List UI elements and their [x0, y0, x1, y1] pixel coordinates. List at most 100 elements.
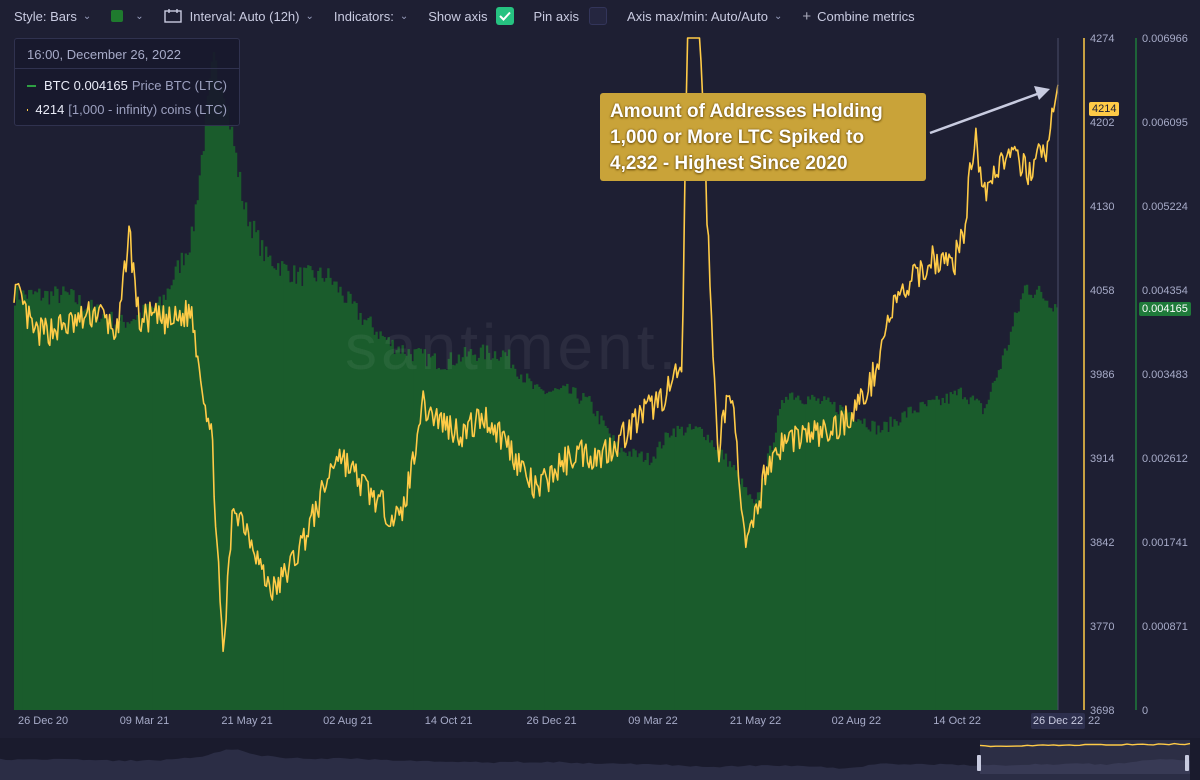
right-axis-tick: 0: [1142, 705, 1148, 717]
price-bar: [951, 394, 954, 710]
price-bar: [562, 385, 565, 710]
price-bar: [1009, 331, 1013, 710]
price-bar: [236, 177, 240, 710]
price-bar: [720, 449, 724, 710]
price-bar: [200, 154, 204, 710]
price-bar: [780, 400, 784, 710]
checkbox-checked-icon[interactable]: [495, 7, 514, 25]
price-bar: [678, 428, 681, 710]
price-bar: [584, 396, 587, 710]
price-bar: [1039, 291, 1043, 710]
price-bar: [805, 404, 808, 710]
price-bar: [776, 415, 780, 710]
price-bar: [664, 432, 667, 710]
indicators-select[interactable]: Indicators: ⌄: [334, 9, 408, 24]
axis-select[interactable]: Axis max/min: Auto/Auto ⌄: [627, 9, 782, 24]
price-bar: [819, 403, 822, 710]
right-axis-tick: 0.005224: [1142, 201, 1188, 213]
interval-select[interactable]: Interval: Auto (12h) ⌄: [163, 9, 314, 24]
price-bar: [439, 369, 443, 710]
price-bar: [628, 451, 631, 710]
price-bar: [459, 361, 463, 710]
price-bar: [58, 303, 61, 710]
price-bar: [82, 311, 85, 710]
price-bar: [395, 350, 398, 710]
price-bar: [24, 294, 27, 710]
annotation-callout: Amount of Addresses Holding 1,000 or Mor…: [600, 93, 926, 181]
price-bar: [32, 294, 35, 710]
price-bar: [686, 427, 689, 710]
x-axis-tick: 26 Dec 21: [527, 715, 577, 727]
left-axis-tick: 3770: [1090, 621, 1114, 633]
left-axis-tick: 4202: [1090, 117, 1114, 129]
price-bar: [517, 378, 521, 710]
price-bar: [389, 346, 392, 710]
navigator-handle-left[interactable]: [977, 755, 981, 771]
price-bar: [104, 316, 107, 710]
price-bar: [154, 307, 157, 710]
price-bar: [194, 204, 198, 710]
style-select[interactable]: Style: Bars ⌄: [14, 9, 91, 24]
price-bar: [732, 465, 736, 710]
price-bar: [550, 391, 553, 710]
price-bar: [363, 319, 366, 710]
price-bar: [325, 277, 328, 710]
legend-value: BTC 0.004165: [44, 78, 128, 93]
price-bar: [371, 327, 374, 710]
show-axis-label: Show axis: [428, 8, 488, 24]
price-bar: [632, 448, 635, 710]
price-bar: [128, 323, 131, 710]
annotation-arrow: [929, 91, 1041, 135]
price-bar: [827, 397, 830, 710]
navigator-handle-right[interactable]: [1185, 755, 1189, 771]
price-bar: [889, 416, 892, 710]
navigator[interactable]: [0, 738, 1200, 780]
color-swatch: [111, 10, 124, 22]
price-bar: [28, 289, 31, 710]
combine-metrics-button[interactable]: + Combine metrics: [802, 8, 914, 25]
price-bar: [22, 290, 25, 710]
price-bar: [879, 432, 882, 710]
price-bar: [702, 436, 706, 710]
navigator-area: [0, 749, 1190, 780]
price-bar: [405, 355, 408, 710]
price-bar: [646, 452, 649, 710]
price-bar: [262, 261, 266, 710]
checkbox-unchecked-icon[interactable]: [589, 7, 608, 25]
price-bar: [604, 425, 607, 710]
price-bar: [461, 357, 465, 710]
left-axis-tick: 3986: [1090, 369, 1114, 381]
price-bar: [293, 265, 296, 710]
price-bar: [473, 354, 477, 710]
price-bar: [590, 401, 593, 710]
price-bar: [863, 418, 866, 710]
price-bar: [513, 368, 517, 710]
price-bar: [570, 393, 573, 710]
price-bar: [578, 403, 581, 710]
x-axis-tick: 26 Dec 20: [18, 715, 68, 727]
pin-axis-toggle[interactable]: Pin axis: [534, 7, 608, 25]
right-axis-tick: 0.004354: [1142, 285, 1188, 297]
price-bar: [170, 285, 174, 710]
price-bar: [825, 399, 828, 710]
price-bar: [122, 321, 125, 710]
price-bar: [445, 369, 449, 710]
color-select[interactable]: ⌄: [111, 10, 144, 22]
price-bar: [90, 299, 93, 710]
price-bar: [999, 368, 1003, 710]
price-bar: [423, 349, 426, 710]
price-bar: [289, 282, 292, 710]
price-bar: [813, 396, 816, 710]
x-axis-tick: 02 Aug 21: [323, 715, 373, 727]
price-bar: [843, 410, 846, 710]
price-bar: [407, 349, 410, 710]
price-bar: [256, 230, 260, 710]
price-bar: [475, 360, 479, 710]
show-axis-toggle[interactable]: Show axis: [428, 7, 514, 25]
price-bar: [688, 423, 691, 710]
price-bar: [682, 435, 685, 710]
price-bar: [92, 308, 95, 710]
price-bar: [919, 402, 922, 710]
price-bar: [321, 278, 324, 710]
price-bar: [252, 220, 256, 710]
